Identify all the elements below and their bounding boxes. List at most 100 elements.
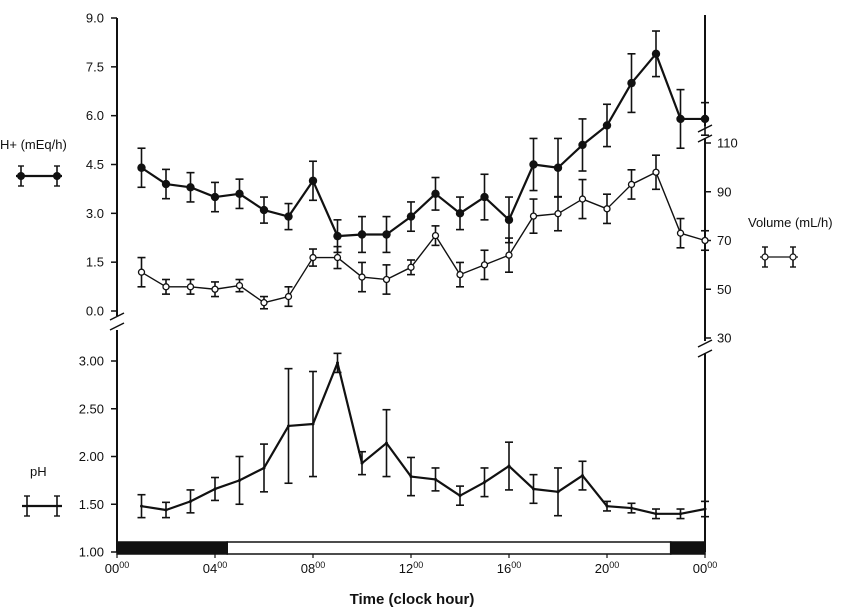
h_plus-point xyxy=(235,189,244,198)
ph-point xyxy=(581,474,584,478)
volume-point xyxy=(358,273,366,281)
volume-point xyxy=(284,292,293,301)
ph-point xyxy=(458,494,462,498)
volume-point xyxy=(211,285,219,293)
volume-point xyxy=(652,168,660,176)
x-tick-label: 1600 xyxy=(497,560,521,576)
volume-point xyxy=(554,210,562,218)
h_plus-point xyxy=(651,49,661,59)
y-tick-label: 9.0 xyxy=(86,11,104,26)
left-axis-break-mark xyxy=(109,312,125,321)
x-tick-label: 0000 xyxy=(693,560,717,576)
right-axis-break-mark xyxy=(697,349,713,358)
ph-point xyxy=(483,480,486,484)
h_plus-point xyxy=(161,179,171,189)
ph-point xyxy=(385,441,388,445)
lower-left-axis-label: pH xyxy=(30,464,47,479)
volume-point xyxy=(162,283,170,291)
ph-point xyxy=(507,464,511,468)
volume-point xyxy=(407,263,415,271)
h_plus-point xyxy=(137,163,146,172)
labels-group: H+ (mEq/h) Volume (mL/h) pH Time (clock … xyxy=(0,137,833,608)
y-tick-label: 6.0 xyxy=(86,108,104,123)
x-tick-label: 0400 xyxy=(203,560,227,576)
volume-point xyxy=(578,195,587,203)
h_plus-point xyxy=(676,114,685,124)
legend-volume-marker xyxy=(761,253,769,261)
volume-tick-label: 30 xyxy=(717,331,731,346)
light-dark-segment xyxy=(669,541,706,555)
ph-point xyxy=(654,512,658,516)
ph-point xyxy=(605,504,609,508)
ph-point xyxy=(679,512,682,516)
y-tick-label: 0.0 xyxy=(86,304,104,319)
ph-point xyxy=(434,477,437,481)
left-axis-break-mark xyxy=(109,322,125,331)
h_plus-point xyxy=(700,114,710,124)
y-tick-label: 4.5 xyxy=(86,157,104,172)
y-tick-label: 7.5 xyxy=(86,59,104,74)
h_plus-line xyxy=(140,52,705,238)
volume-point xyxy=(235,281,244,290)
ph-point xyxy=(238,478,241,482)
ph-point xyxy=(189,499,192,503)
volume-point xyxy=(260,299,268,307)
h_plus-point xyxy=(504,215,514,225)
h_plus-point xyxy=(382,230,391,239)
volume-point xyxy=(186,283,195,291)
ph-point xyxy=(213,487,217,491)
upper-left-axis-label: H+ (mEq/h) xyxy=(0,137,67,152)
h_plus-point xyxy=(210,192,220,202)
ph-point xyxy=(164,508,168,512)
data-points xyxy=(137,49,710,516)
series-lines xyxy=(140,52,706,515)
ph-point xyxy=(287,424,290,428)
upper-right-axis-label: Volume (mL/h) xyxy=(748,215,833,230)
ph-tick-label: 2.50 xyxy=(79,401,104,416)
volume-tick-label: 70 xyxy=(717,233,731,248)
volume-point xyxy=(137,268,146,276)
legend-volume-marker xyxy=(789,253,797,261)
volume-point xyxy=(676,229,685,237)
h_plus-point xyxy=(578,140,587,150)
volume-point xyxy=(382,275,391,284)
right-axis-break-mark xyxy=(697,339,713,348)
h_plus-point xyxy=(333,231,342,241)
ph-tick-label: 1.50 xyxy=(79,497,104,512)
x-tick-label: 1200 xyxy=(399,560,423,576)
h_plus-point xyxy=(431,189,440,198)
ph-point xyxy=(532,487,535,491)
volume-point xyxy=(701,236,709,245)
volume-point xyxy=(529,212,538,220)
x-tick-label: 2000 xyxy=(595,560,619,576)
ph-tick-label: 3.00 xyxy=(79,354,104,369)
legend-h-plus-marker xyxy=(53,172,61,180)
ph-point xyxy=(262,466,266,470)
ph-point xyxy=(360,461,364,465)
volume-tick-label: 90 xyxy=(717,184,731,199)
h_plus-point xyxy=(480,192,489,202)
volume-point xyxy=(333,253,342,262)
volume-point xyxy=(309,253,317,262)
x-tick-label: 0800 xyxy=(301,560,325,576)
volume-point xyxy=(505,251,513,259)
ph-tick-label: 1.00 xyxy=(79,545,104,560)
right-axis-break-mark xyxy=(697,134,713,143)
y-tick-label: 3.0 xyxy=(86,206,104,221)
error-bars xyxy=(137,30,709,520)
volume-point xyxy=(456,270,464,279)
y-tick-label: 1.5 xyxy=(86,255,104,270)
x-tick-label: 0000 xyxy=(105,560,129,576)
ph-point xyxy=(703,507,707,511)
h_plus-point xyxy=(259,205,269,215)
ph-point xyxy=(556,490,560,494)
volume-point xyxy=(627,180,636,189)
light-dark-segment xyxy=(116,541,228,555)
legend-group xyxy=(16,165,798,517)
h_plus-point xyxy=(186,183,195,192)
volume-tick-label: 110 xyxy=(717,136,738,151)
h_plus-point xyxy=(602,121,612,130)
volume-point xyxy=(431,231,440,240)
h_plus-point xyxy=(627,78,636,88)
